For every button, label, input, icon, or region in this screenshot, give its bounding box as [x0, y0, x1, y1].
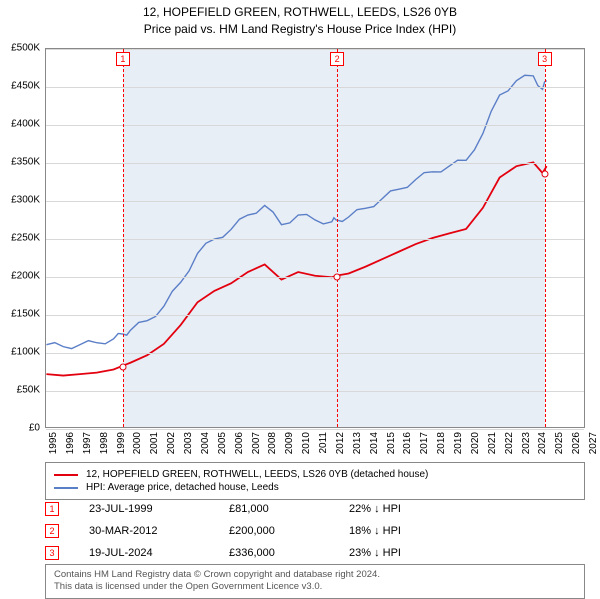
y-tick-label: £250K: [11, 233, 40, 244]
x-tick-label: 2009: [284, 432, 295, 454]
series-line: [46, 162, 546, 375]
y-tick-label: £50K: [17, 385, 40, 396]
transaction-badge: 3: [45, 546, 59, 560]
y-tick-label: £100K: [11, 347, 40, 358]
x-tick-label: 2005: [217, 432, 228, 454]
marker-dot: [541, 170, 548, 177]
x-tick-label: 2004: [200, 432, 211, 454]
x-tick-label: 1996: [65, 432, 76, 454]
x-tick-label: 2000: [132, 432, 143, 454]
x-tick-label: 2024: [537, 432, 548, 454]
gridline-h: [46, 49, 584, 50]
y-tick-label: £500K: [11, 43, 40, 54]
x-tick-label: 2001: [149, 432, 160, 454]
title-line-2: Price paid vs. HM Land Registry's House …: [0, 21, 600, 38]
transaction-date: 19-JUL-2024: [89, 547, 229, 559]
x-tick-label: 1997: [82, 432, 93, 454]
y-tick-label: £350K: [11, 157, 40, 168]
x-tick-label: 2025: [554, 432, 565, 454]
transaction-row: 3 19-JUL-2024£336,00023% ↓ HPI: [45, 542, 585, 564]
x-tick-label: 2016: [402, 432, 413, 454]
transaction-price: £200,000: [229, 525, 349, 537]
x-tick-label: 2020: [470, 432, 481, 454]
footer-line-1: Contains HM Land Registry data © Crown c…: [54, 569, 576, 581]
legend-label: 12, HOPEFIELD GREEN, ROTHWELL, LEEDS, LS…: [86, 469, 428, 480]
footer-attribution: Contains HM Land Registry data © Crown c…: [45, 564, 585, 599]
marker-number-box: 1: [116, 52, 130, 66]
x-tick-label: 2023: [521, 432, 532, 454]
transaction-row: 1 23-JUL-1999£81,00022% ↓ HPI: [45, 498, 585, 520]
y-tick-label: £150K: [11, 309, 40, 320]
x-tick-label: 2006: [234, 432, 245, 454]
y-axis: £0£50K£100K£150K£200K£250K£300K£350K£400…: [0, 48, 42, 428]
gridline-h: [46, 87, 584, 88]
transaction-badge: 2: [45, 524, 59, 538]
y-tick-label: £450K: [11, 81, 40, 92]
legend-row: 12, HOPEFIELD GREEN, ROTHWELL, LEEDS, LS…: [54, 469, 576, 480]
footer-line-2: This data is licensed under the Open Gov…: [54, 581, 576, 593]
x-tick-label: 2010: [301, 432, 312, 454]
line-layer: [46, 49, 584, 427]
transaction-table: 1 23-JUL-1999£81,00022% ↓ HPI 2 30-MAR-2012…: [45, 498, 585, 564]
x-tick-label: 2017: [419, 432, 430, 454]
y-tick-label: £400K: [11, 119, 40, 130]
gridline-h: [46, 163, 584, 164]
gridline-h: [46, 315, 584, 316]
series-line: [46, 75, 546, 348]
x-tick-label: 2026: [571, 432, 582, 454]
plot-area: 1 2 3: [45, 48, 585, 428]
x-tick-label: 2015: [386, 432, 397, 454]
transaction-price: £81,000: [229, 503, 349, 515]
x-tick-label: 2018: [436, 432, 447, 454]
transaction-pct: 22% ↓ HPI: [349, 503, 469, 515]
transaction-pct: 23% ↓ HPI: [349, 547, 469, 559]
x-tick-label: 1995: [48, 432, 59, 454]
title-block: 12, HOPEFIELD GREEN, ROTHWELL, LEEDS, LS…: [0, 0, 600, 38]
x-tick-label: 2027: [588, 432, 599, 454]
gridline-h: [46, 239, 584, 240]
x-axis: 1995 1996 1997 1998 1999 2000 2001 2002 2003 2004…: [45, 430, 585, 460]
transaction-pct: 18% ↓ HPI: [349, 525, 469, 537]
marker-dot: [334, 274, 341, 281]
marker-vline: [337, 49, 338, 427]
transaction-price: £336,000: [229, 547, 349, 559]
legend-row: HPI: Average price, detached house, Leed…: [54, 482, 576, 493]
legend-swatch: [54, 487, 78, 489]
x-tick-label: 2012: [335, 432, 346, 454]
y-tick-label: £300K: [11, 195, 40, 206]
x-tick-label: 2002: [166, 432, 177, 454]
gridline-h: [46, 391, 584, 392]
gridline-h: [46, 125, 584, 126]
x-tick-label: 2003: [183, 432, 194, 454]
x-tick-label: 2014: [369, 432, 380, 454]
x-tick-label: 2007: [251, 432, 262, 454]
x-tick-label: 2008: [267, 432, 278, 454]
marker-number-box: 3: [538, 52, 552, 66]
x-tick-label: 2019: [453, 432, 464, 454]
marker-number-box: 2: [330, 52, 344, 66]
x-tick-label: 1998: [99, 432, 110, 454]
x-tick-label: 2022: [504, 432, 515, 454]
gridline-h: [46, 201, 584, 202]
transaction-date: 30-MAR-2012: [89, 525, 229, 537]
marker-dot: [119, 364, 126, 371]
y-tick-label: £200K: [11, 271, 40, 282]
x-tick-label: 2011: [318, 432, 329, 454]
gridline-h: [46, 277, 584, 278]
y-tick-label: £0: [29, 423, 40, 434]
legend: 12, HOPEFIELD GREEN, ROTHWELL, LEEDS, LS…: [45, 462, 585, 500]
transaction-date: 23-JUL-1999: [89, 503, 229, 515]
marker-vline: [545, 49, 546, 427]
title-line-1: 12, HOPEFIELD GREEN, ROTHWELL, LEEDS, LS…: [0, 4, 600, 21]
x-tick-label: 2013: [352, 432, 363, 454]
gridline-h: [46, 353, 584, 354]
legend-swatch: [54, 474, 78, 476]
x-tick-label: 2021: [487, 432, 498, 454]
transaction-badge: 1: [45, 502, 59, 516]
legend-label: HPI: Average price, detached house, Leed…: [86, 482, 279, 493]
transaction-row: 2 30-MAR-2012£200,00018% ↓ HPI: [45, 520, 585, 542]
chart-container: 12, HOPEFIELD GREEN, ROTHWELL, LEEDS, LS…: [0, 0, 600, 590]
x-tick-label: 1999: [116, 432, 127, 454]
